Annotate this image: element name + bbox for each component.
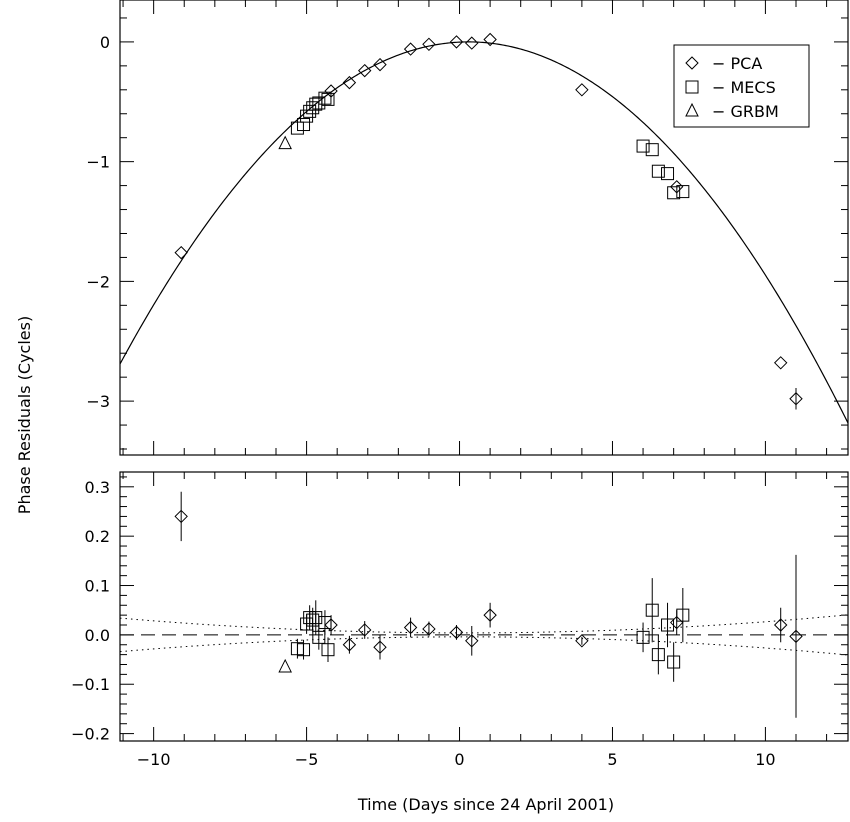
data-point-mecs	[645, 143, 659, 157]
x-tick-label: 5	[607, 750, 617, 769]
residual-point-pca	[575, 634, 589, 648]
data-point-mecs	[667, 186, 681, 200]
model-curve	[119, 41, 849, 424]
residual-point-pca	[357, 623, 372, 637]
legend-marker-diamond	[685, 56, 699, 70]
residual-point-pca	[669, 615, 684, 630]
residual-point-pca	[483, 608, 497, 622]
data-point-pca	[575, 83, 589, 97]
residual-point-mecs	[318, 616, 332, 630]
residual-point-mecs	[651, 648, 665, 662]
y-tick-label: 0.2	[85, 527, 110, 546]
y-tick-label: −0.1	[71, 675, 110, 694]
data-point-mecs	[297, 118, 311, 132]
data-point-pca	[403, 42, 418, 56]
data-point-mecs	[661, 167, 675, 181]
legend-label: − GRBM	[712, 102, 779, 121]
residual-point-pca	[373, 640, 387, 654]
x-tick-label: 10	[755, 750, 775, 769]
data-point-pca	[789, 392, 803, 406]
envelope-upper	[119, 614, 849, 634]
y-tick-label: 0.1	[85, 577, 110, 596]
residual-point-pca	[789, 629, 803, 644]
legend-marker-square	[685, 80, 699, 94]
bottom-panel-frame	[119, 471, 849, 742]
data-point-pca	[483, 32, 497, 47]
residual-point-grbm	[278, 658, 292, 673]
x-axis-label: Time (Days since 24 April 2001)	[357, 795, 614, 814]
top-panel-fit-plot: 0 −1 −2 −3	[86, 0, 849, 456]
residual-series-pca	[174, 491, 803, 718]
data-point-pca	[373, 57, 387, 72]
data-point-mecs	[318, 91, 332, 105]
legend-marker-triangle	[685, 102, 699, 117]
y-tick-label: 0.3	[85, 478, 110, 497]
envelope-lower	[119, 636, 849, 656]
series-mecs	[290, 91, 690, 200]
residual-point-pca	[403, 620, 418, 635]
data-point-mecs	[321, 92, 335, 106]
y-tick-label: −2	[86, 272, 110, 291]
residual-point-mecs	[676, 608, 690, 622]
data-point-pca	[773, 356, 788, 370]
data-point-pca	[465, 36, 479, 50]
y-tick-label: −1	[86, 153, 110, 172]
residual-point-mecs	[636, 630, 650, 644]
residual-point-pca	[449, 625, 464, 640]
x-tick-label: 0	[454, 750, 464, 769]
y-tick-label: −3	[86, 392, 110, 411]
data-point-pca	[422, 37, 436, 52]
bottom-panel-residual-plot: −10 −5 0 5 10 0.3 0.2 0.1 0.0 −0.1 −0.2	[71, 471, 849, 769]
residual-point-mecs	[309, 611, 323, 625]
legend-label: − MECS	[712, 78, 776, 97]
residual-point-pca	[324, 618, 338, 632]
residual-point-mecs	[645, 603, 659, 617]
residual-point-mecs	[321, 643, 335, 657]
residual-point-mecs	[312, 630, 326, 644]
y-axis-label: Phase Residuals (Cycles)	[15, 316, 34, 514]
data-point-mecs	[651, 164, 665, 178]
residual-point-pca	[465, 634, 479, 648]
residual-point-pca	[422, 622, 436, 636]
series-grbm	[278, 135, 292, 150]
data-point-mecs	[676, 185, 690, 199]
x-tick-label: −10	[137, 750, 171, 769]
data-point-grbm	[278, 135, 292, 150]
x-tick-label: −5	[295, 750, 319, 769]
residual-point-mecs	[667, 655, 681, 669]
residual-series-grbm	[278, 658, 292, 673]
residual-point-pca	[342, 638, 357, 652]
data-point-mecs	[636, 139, 650, 153]
top-panel-frame	[119, 0, 849, 456]
residual-point-pca	[773, 618, 788, 632]
data-point-pca	[357, 63, 372, 78]
y-tick-label: 0.0	[85, 626, 110, 645]
y-tick-label: −0.2	[71, 725, 110, 744]
residual-point-mecs	[297, 643, 311, 657]
residual-point-pca	[174, 509, 188, 524]
residual-point-mecs	[661, 618, 675, 632]
legend: − PCA − MECS − GRBM	[673, 44, 810, 128]
data-point-pca	[449, 35, 464, 49]
residual-series-mecs	[290, 578, 690, 682]
y-tick-label: 0	[100, 33, 110, 52]
data-point-pca	[342, 75, 357, 90]
legend-label: − PCA	[712, 54, 762, 73]
data-point-pca	[174, 245, 188, 260]
